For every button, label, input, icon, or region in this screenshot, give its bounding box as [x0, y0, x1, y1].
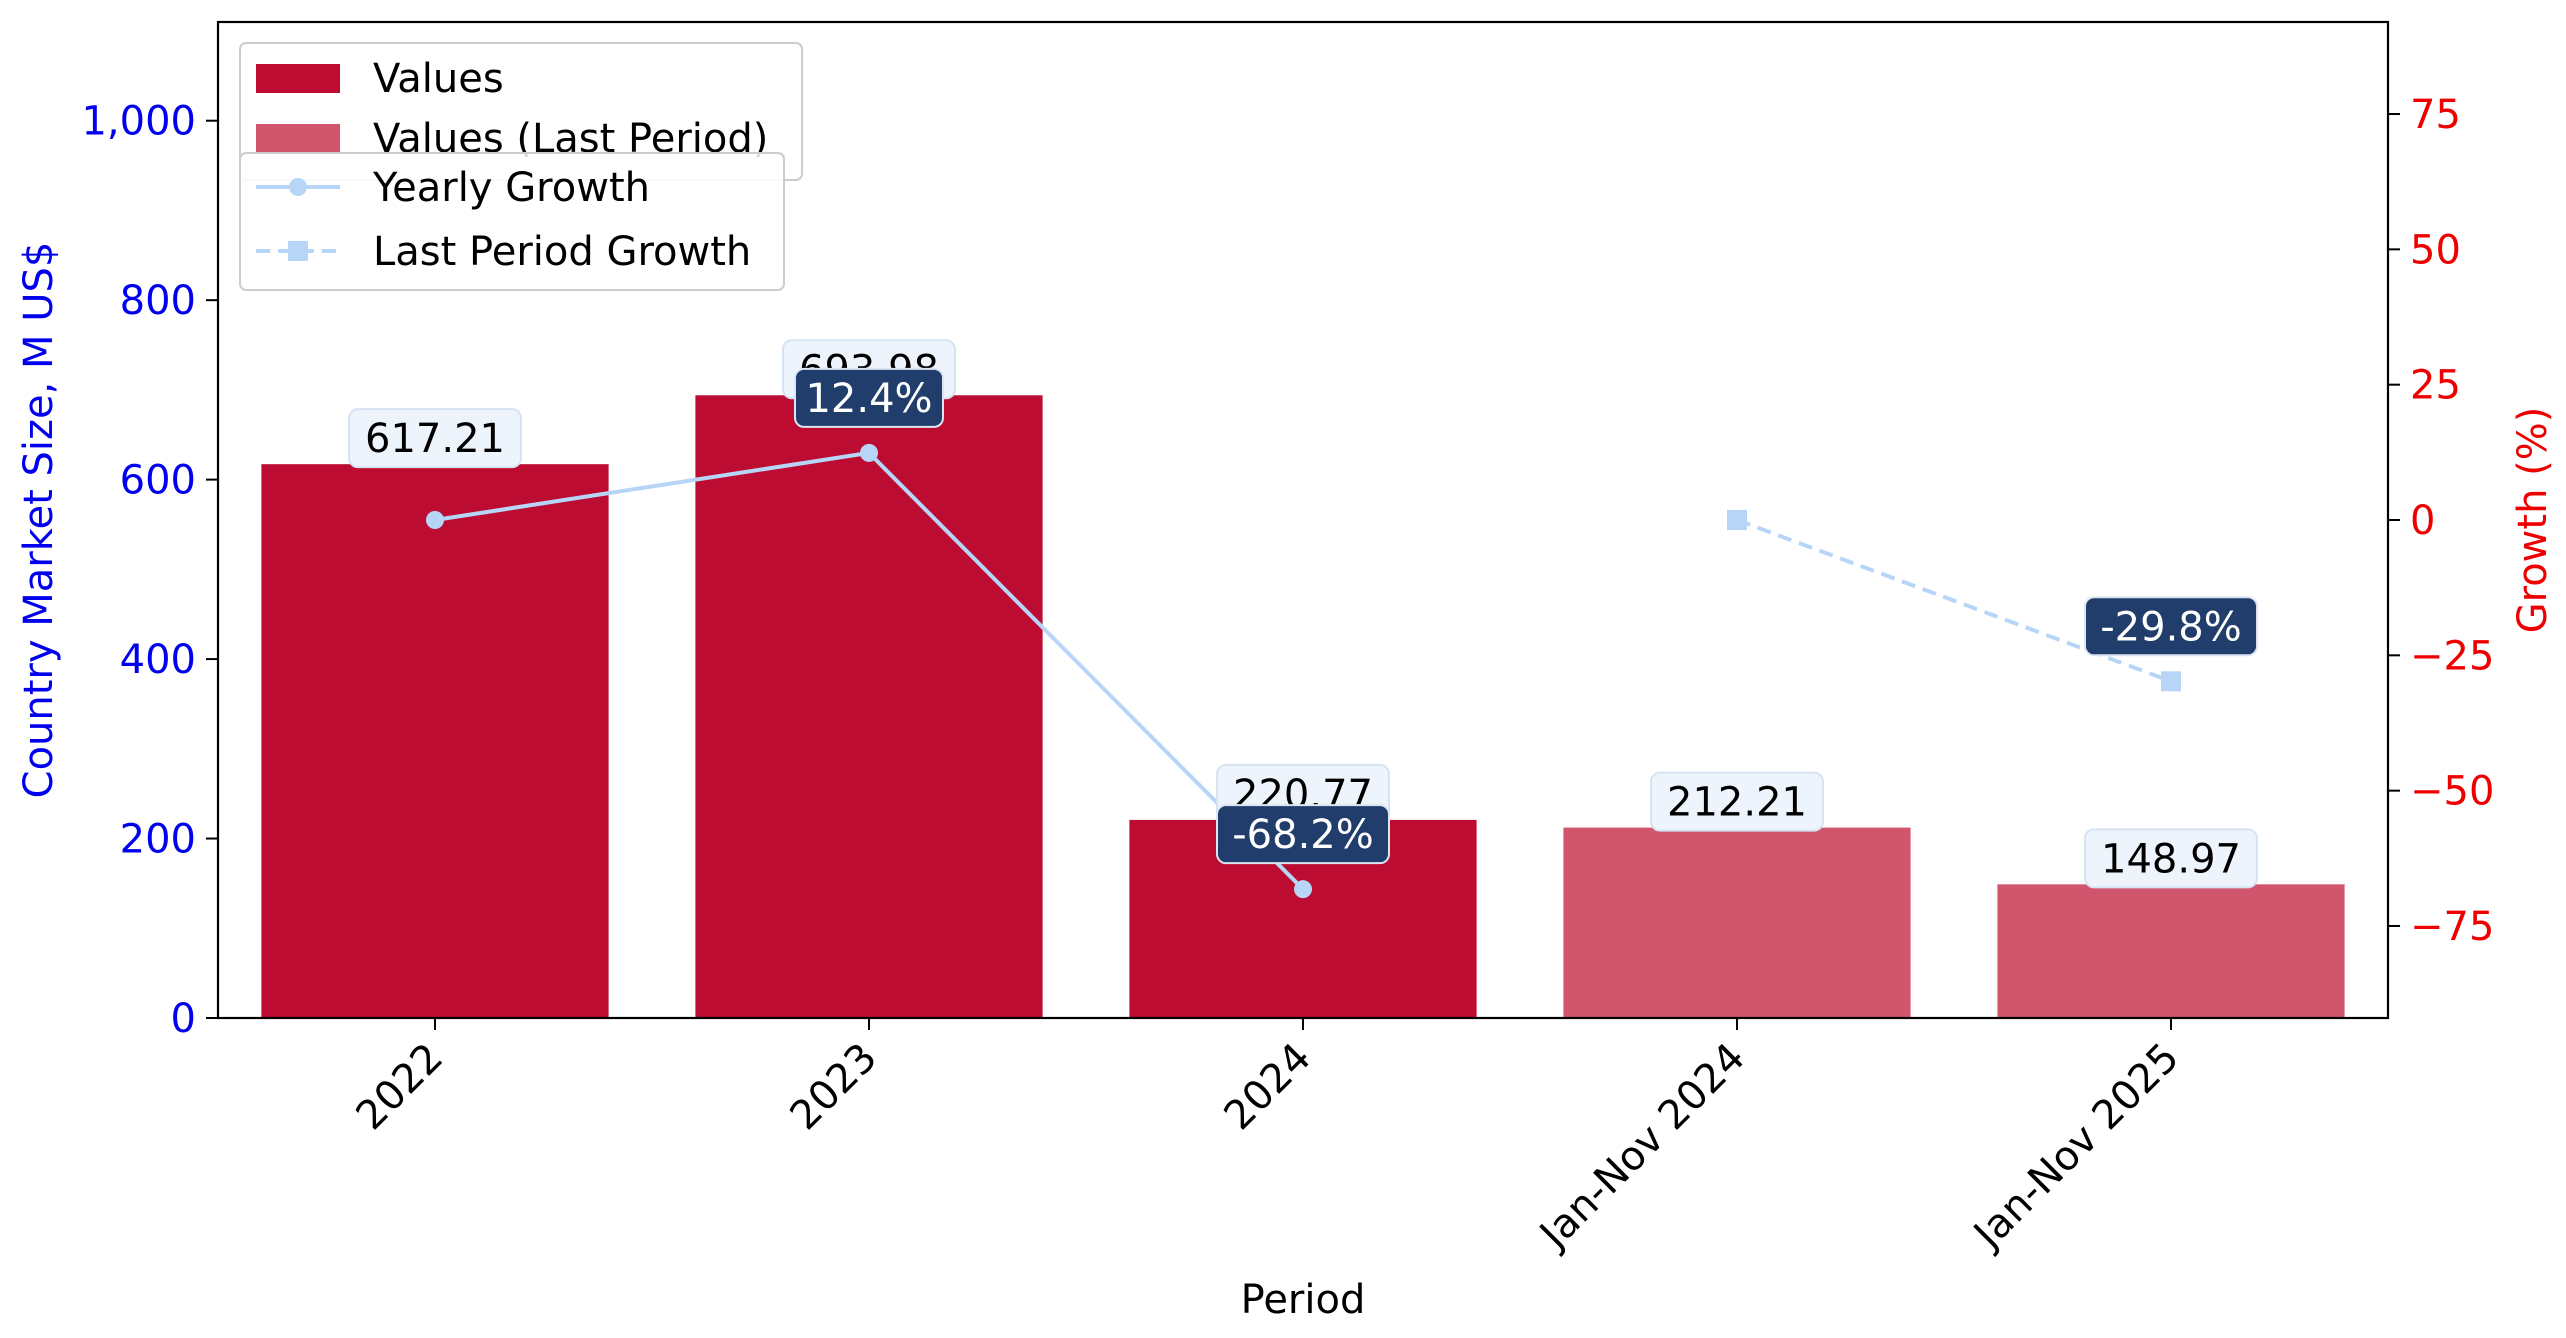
bar-1	[695, 395, 1043, 1019]
growth-marker-0-2	[1294, 880, 1312, 899]
x-tick-label-0: 2022	[348, 1035, 453, 1140]
growth-marker-1-1	[2161, 671, 2181, 692]
legend-label-values: Values	[373, 56, 504, 102]
left-y-axis-label: Country Market Size, M US$	[16, 242, 62, 799]
x-axis-label: Period	[1241, 1277, 1366, 1323]
growth-marker-0-1	[860, 443, 878, 462]
growth-label-0-2-text: -68.2%	[1232, 812, 1374, 858]
legend-marker-last-period-growth	[288, 241, 308, 261]
growth-marker-1-0	[1727, 510, 1747, 530]
bars-group	[261, 395, 2345, 1019]
bar-3	[1563, 827, 1911, 1018]
value-label-3-text: 212.21	[1667, 780, 1807, 826]
left-tick-label-1: 200	[120, 817, 196, 863]
growth-label-0-1-text: 12.4%	[805, 376, 932, 422]
growth-label-0-2-box	[1216, 804, 1390, 865]
legend-swatch-values-last	[256, 124, 340, 153]
value-label-4-box	[2084, 828, 2258, 889]
bar-4	[1997, 884, 2345, 1018]
right-tick-label-5: 50	[2410, 227, 2461, 273]
x-tick-label-2: 2024	[1216, 1035, 1321, 1140]
bar-0	[261, 464, 609, 1018]
legend-label-yearly-growth: Yearly Growth	[372, 165, 650, 211]
left-tick-label-4: 800	[120, 278, 196, 324]
legend-marker-yearly-growth	[289, 178, 307, 196]
left-tick-label-3: 600	[120, 458, 196, 504]
value-label-4-text: 148.97	[2101, 836, 2241, 882]
left-tick-label-2: 400	[120, 637, 196, 683]
value-label-0-text: 617.21	[365, 416, 505, 462]
right-tick-label-3: 0	[2410, 498, 2435, 544]
value-label-3-box	[1650, 771, 1824, 832]
legend-lines-frame	[239, 152, 785, 291]
x-tick-label-3: Jan-Nov 2024	[1529, 1035, 1754, 1260]
right-tick-label-2: −25	[2410, 633, 2494, 679]
data-labels-group: 617.21693.98220.77212.21148.9712.4%-68.2…	[348, 339, 2258, 889]
legend-label-last-period-growth: Last Period Growth	[373, 229, 751, 275]
right-tick-label-1: −50	[2410, 769, 2494, 815]
right-y-axis-label: Growth (%)	[2510, 407, 2556, 634]
right-tick-label-0: −75	[2410, 904, 2494, 950]
legend-lines: Yearly Growth Last Period Growth	[239, 152, 785, 291]
x-tick-label-1: 2023	[782, 1035, 887, 1140]
growth-label-1-1-box	[2084, 596, 2258, 657]
right-tick-label-4: 25	[2410, 363, 2461, 409]
value-label-0-box	[348, 408, 522, 469]
legend-swatch-values	[256, 64, 340, 93]
left-tick-label-5: 1,000	[81, 99, 196, 145]
growth-label-0-1-box	[794, 367, 944, 428]
growth-marker-0-0	[426, 511, 444, 529]
x-tick-label-4: Jan-Nov 2025	[1963, 1035, 2188, 1260]
left-tick-label-0: 0	[171, 996, 196, 1042]
right-tick-label-6: 75	[2410, 92, 2461, 138]
growth-label-1-1-text: -29.8%	[2100, 604, 2242, 650]
